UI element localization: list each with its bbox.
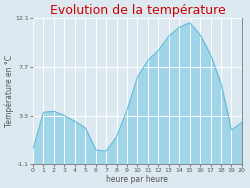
Y-axis label: Température en °C: Température en °C xyxy=(4,55,14,127)
Title: Evolution de la température: Evolution de la température xyxy=(50,4,225,17)
X-axis label: heure par heure: heure par heure xyxy=(106,175,168,184)
